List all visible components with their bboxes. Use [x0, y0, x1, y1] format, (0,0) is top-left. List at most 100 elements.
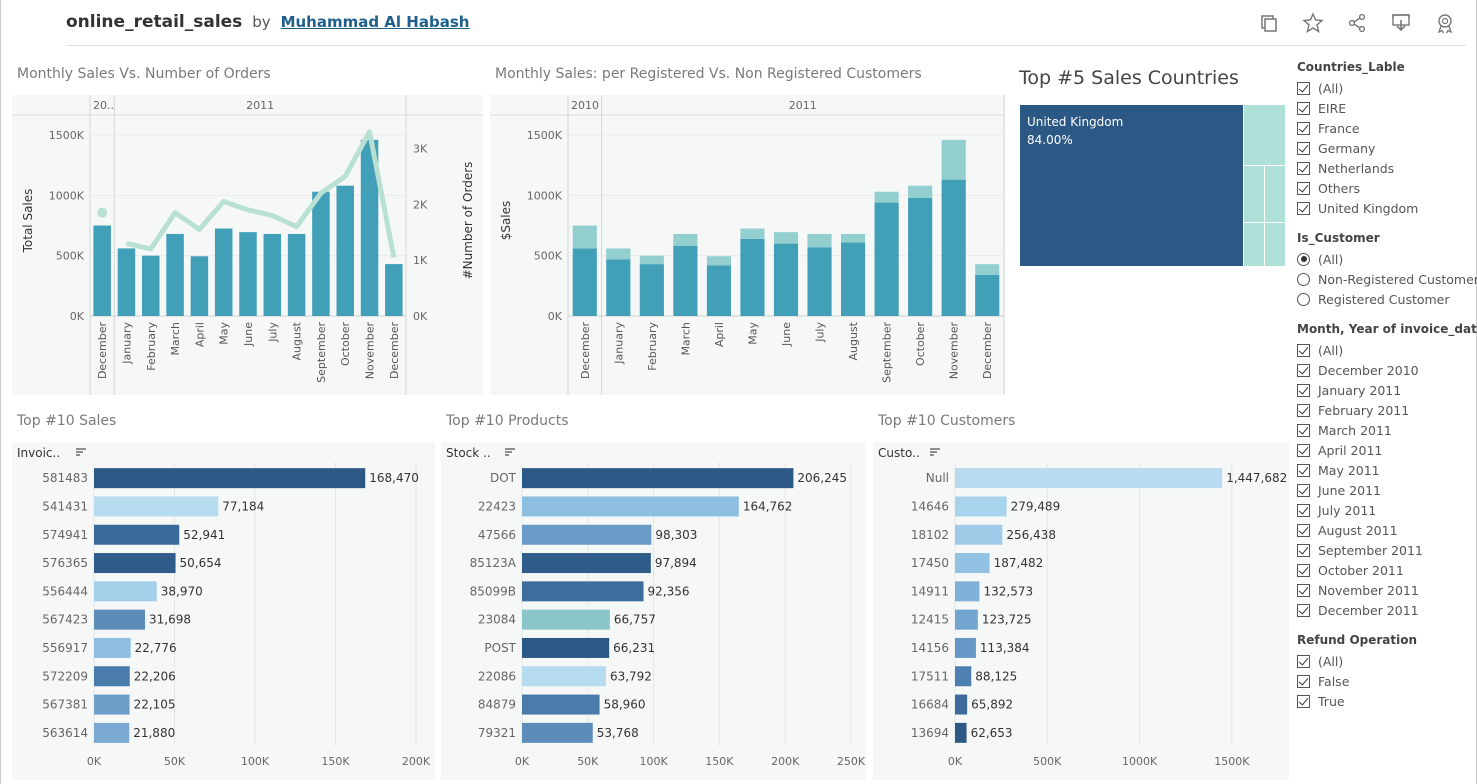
checkbox-icon[interactable] [1297, 654, 1310, 668]
checkbox-icon[interactable] [1297, 543, 1310, 557]
bar [522, 581, 644, 602]
checkbox-icon[interactable] [1297, 181, 1310, 195]
month_year-option[interactable]: December 2010 [1297, 360, 1475, 380]
checkbox-icon[interactable] [1297, 403, 1310, 417]
treemap-cell-netherlands[interactable] [1244, 223, 1264, 266]
checkbox-icon[interactable] [1297, 583, 1310, 597]
top10-sales-chart[interactable]: Invoic.. 0K 50K 100K 150K 200K 581483 168,470 54… [12, 442, 435, 780]
month_year-option[interactable]: (All) [1297, 340, 1475, 360]
x-tick-label: September [881, 322, 894, 383]
countries-option[interactable]: France [1297, 118, 1475, 138]
checkbox-icon[interactable] [1297, 101, 1310, 115]
treemap-united-kingdom[interactable]: United Kingdom 84.00% [1020, 105, 1243, 266]
registered-sales-chart[interactable]: 2010 2011 0K 500K 1000K 1500K $Sales December Ja… [490, 95, 1005, 395]
copy-icon[interactable] [1258, 12, 1280, 34]
row-label: 541431 [42, 499, 88, 513]
checkbox-icon[interactable] [1297, 483, 1310, 497]
sort-icon[interactable] [76, 448, 86, 456]
month_year-option[interactable]: December 2011 [1297, 600, 1475, 620]
radio-icon[interactable] [1297, 272, 1310, 286]
bar-value-label: 113,384 [980, 641, 1030, 655]
treemap-cell-eire[interactable] [1244, 105, 1285, 165]
treemap-cell-germany[interactable] [1244, 166, 1264, 222]
month_year-option[interactable]: November 2011 [1297, 580, 1475, 600]
x-tick-label: 100K [639, 755, 668, 768]
countries-filter-title: Countries_Lable [1297, 60, 1405, 74]
month_year-option[interactable]: June 2011 [1297, 480, 1475, 500]
bar [955, 524, 1003, 545]
radio-icon[interactable] [1297, 292, 1310, 306]
checkbox-icon[interactable] [1297, 81, 1310, 95]
checkbox-icon[interactable] [1297, 141, 1310, 155]
countries-option[interactable]: (All) [1297, 78, 1475, 98]
sort-icon[interactable] [505, 448, 515, 456]
option-label: March 2011 [1318, 422, 1392, 438]
treemap-cell-others[interactable] [1265, 223, 1285, 266]
checkbox-icon[interactable] [1297, 603, 1310, 617]
is-customer-filter-list: (All) Non-Registered Customer Registered C… [1297, 249, 1477, 309]
x-tick-label: January [120, 322, 133, 365]
share-icon[interactable] [1346, 12, 1368, 34]
checkbox-icon[interactable] [1297, 563, 1310, 577]
bar-non-registered [606, 248, 631, 260]
top10-products-chart[interactable]: Stock .. 0K 50K 100K 150K 200K 250K DOT 206,245 2… [441, 442, 866, 780]
month_year-option[interactable]: February 2011 [1297, 400, 1475, 420]
checkbox-icon[interactable] [1297, 383, 1310, 397]
is_customer-option[interactable]: Registered Customer [1297, 289, 1475, 309]
refund-option[interactable]: (All) [1297, 651, 1475, 671]
refund-option[interactable]: False [1297, 671, 1475, 691]
month_year-option[interactable]: September 2011 [1297, 540, 1475, 560]
option-label: Non-Registered Customer [1318, 271, 1477, 287]
row-label: 556917 [42, 641, 88, 655]
x-tick-label: 50K [577, 755, 599, 768]
bar-non-registered [841, 233, 866, 243]
checkbox-icon[interactable] [1297, 463, 1310, 477]
countries-option[interactable]: Netherlands [1297, 158, 1475, 178]
top10-customers-chart[interactable]: Custo.. 0K 500K 1000K 1500K Null 1,447,682 1464… [873, 442, 1289, 780]
countries-option[interactable]: United Kingdom [1297, 198, 1475, 218]
bar-registered [639, 264, 664, 316]
checkbox-icon[interactable] [1297, 423, 1310, 437]
checkbox-icon[interactable] [1297, 121, 1310, 135]
treemap-cell-france[interactable] [1265, 166, 1285, 222]
bar-value-label: 53,768 [597, 726, 639, 740]
month_year-option[interactable]: January 2011 [1297, 380, 1475, 400]
option-label: October 2011 [1318, 562, 1404, 578]
y-tick-label: 0K [70, 310, 85, 323]
row-label: 85123A [470, 556, 517, 570]
monthly-sales-chart[interactable]: 20.. 2011 0K 500K 1000K 1500K Total Sales Decem… [12, 95, 483, 395]
bar [94, 637, 131, 658]
by-label: by [252, 13, 271, 31]
month_year-option[interactable]: March 2011 [1297, 420, 1475, 440]
author-link[interactable]: Muhammad Al Habash [280, 13, 470, 31]
star-icon[interactable] [1302, 12, 1324, 34]
month_year-option[interactable]: July 2011 [1297, 500, 1475, 520]
checkbox-icon[interactable] [1297, 363, 1310, 377]
bar-non-registered [975, 264, 1000, 275]
countries-option[interactable]: Germany [1297, 138, 1475, 158]
refund-option[interactable]: True [1297, 691, 1475, 711]
month_year-option[interactable]: April 2011 [1297, 440, 1475, 460]
option-label: Germany [1318, 140, 1376, 156]
checkbox-icon[interactable] [1297, 523, 1310, 537]
month_year-option[interactable]: August 2011 [1297, 520, 1475, 540]
checkbox-icon[interactable] [1297, 161, 1310, 175]
countries-option[interactable]: Others [1297, 178, 1475, 198]
badge-icon[interactable] [1434, 12, 1456, 34]
checkbox-icon[interactable] [1297, 201, 1310, 215]
month_year-option[interactable]: May 2011 [1297, 460, 1475, 480]
checkbox-icon[interactable] [1297, 674, 1310, 688]
checkbox-icon[interactable] [1297, 694, 1310, 708]
checkbox-icon[interactable] [1297, 443, 1310, 457]
radio-icon[interactable] [1297, 252, 1310, 266]
checkbox-icon[interactable] [1297, 343, 1310, 357]
download-icon[interactable] [1390, 12, 1412, 34]
bar-total-sales [117, 248, 136, 316]
countries-option[interactable]: EIRE [1297, 98, 1475, 118]
x-tick-label: August [847, 321, 860, 360]
sort-icon[interactable] [930, 448, 940, 456]
checkbox-icon[interactable] [1297, 503, 1310, 517]
is_customer-option[interactable]: Non-Registered Customer [1297, 269, 1477, 289]
month_year-option[interactable]: October 2011 [1297, 560, 1475, 580]
is_customer-option[interactable]: (All) [1297, 249, 1475, 269]
